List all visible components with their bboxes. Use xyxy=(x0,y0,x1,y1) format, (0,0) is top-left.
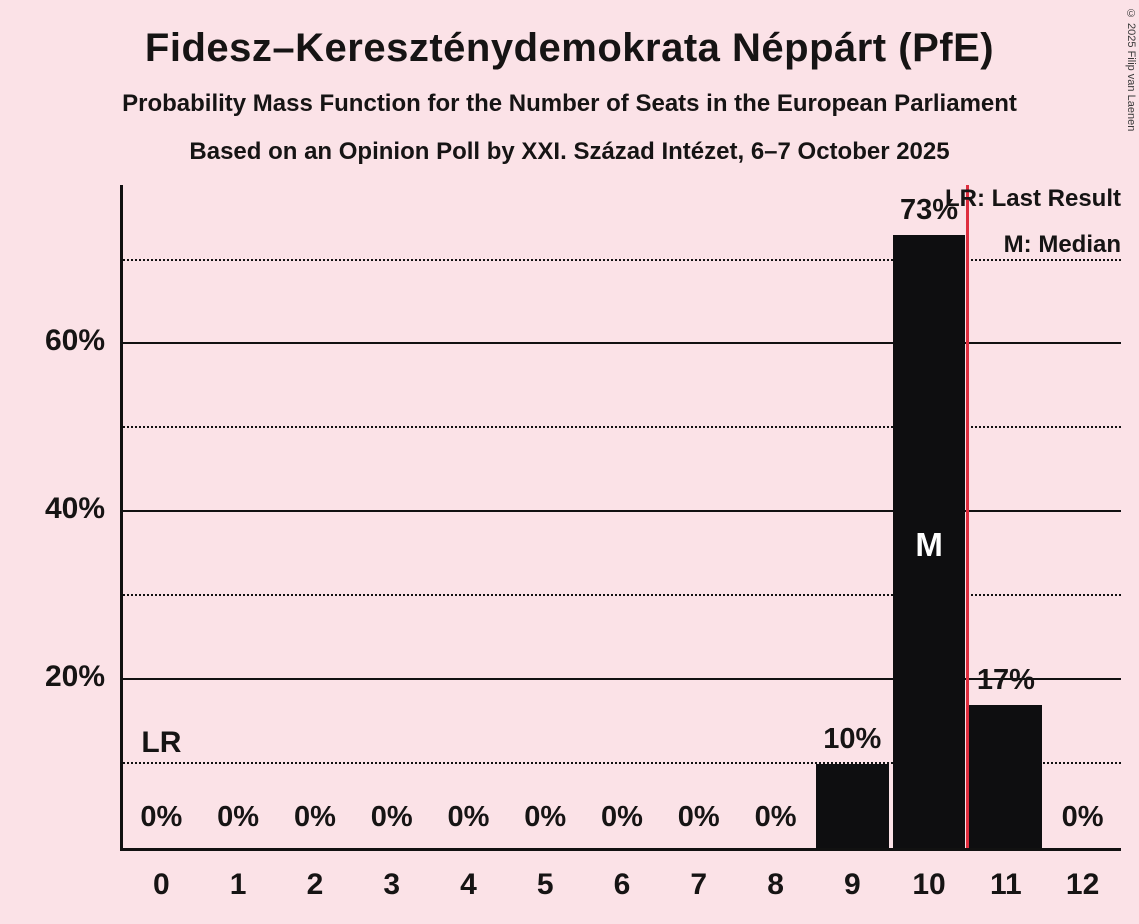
chart-subtitle: Probability Mass Function for the Number… xyxy=(122,90,1017,117)
bar-value-label-seat-7: 0% xyxy=(677,801,720,833)
bar-value-label-seat-6: 0% xyxy=(601,801,643,833)
x-axis-label-seat-9: 9 xyxy=(843,868,861,901)
x-axis-label-seat-7: 7 xyxy=(690,868,708,901)
bar-seat-11 xyxy=(969,705,1043,848)
x-axis-label-seat-5: 5 xyxy=(536,868,554,901)
last-result-label: LR xyxy=(141,726,182,760)
gridline-20pct xyxy=(123,678,1121,681)
x-axis-label-seat-11: 11 xyxy=(989,868,1022,901)
bar-value-label-seat-1: 0% xyxy=(217,801,260,833)
y-axis-label-60pct: 60% xyxy=(44,324,105,358)
gridline-dotted-10pct xyxy=(123,762,1121,765)
bar-value-label-seat-12: 0% xyxy=(1061,801,1104,833)
y-axis-label-20pct: 20% xyxy=(44,660,105,694)
gridline-dotted-30pct xyxy=(123,594,1121,597)
bar-value-label-seat-5: 0% xyxy=(524,801,567,833)
gridline-60pct xyxy=(123,342,1121,345)
bar-value-label-seat-4: 0% xyxy=(447,801,490,833)
bar-seat-9 xyxy=(815,764,889,848)
bar-value-label-seat-9: 10% xyxy=(823,723,882,756)
plot-area: LR: Last Result M: Median 20% 40% 60% 0% 0 0%… xyxy=(45,185,1121,901)
bar-value-label-seat-3: 0% xyxy=(370,801,413,833)
copyright-note: © 2025 Filip van Laenen xyxy=(1125,8,1137,132)
legend-median: M: Median xyxy=(1003,231,1121,258)
gridline-40pct xyxy=(123,510,1121,513)
x-axis-label-seat-12: 12 xyxy=(1065,868,1100,901)
x-axis-label-seat-4: 4 xyxy=(460,868,477,901)
x-axis-label-seat-8: 8 xyxy=(767,868,784,901)
chart-title: Fidesz–Kereszténydemokrata Néppárt (PfE) xyxy=(144,26,995,70)
bar-value-label-seat-11: 17% xyxy=(976,664,1035,697)
x-axis-label-seat-6: 6 xyxy=(613,868,631,901)
x-axis-label-seat-0: 0 xyxy=(153,868,170,901)
last-result-line xyxy=(966,185,969,848)
bar-value-label-seat-8: 0% xyxy=(754,801,797,833)
bar-value-label-seat-0: 0% xyxy=(140,801,183,833)
y-axis-label-40pct: 40% xyxy=(44,492,105,526)
chart-source-note: Based on an Opinion Poll by XXI. Század … xyxy=(189,138,950,165)
median-marker: M xyxy=(915,525,943,563)
bar-value-label-seat-10: 73% xyxy=(900,194,959,227)
x-axis-label-seat-10: 10 xyxy=(912,868,946,901)
x-axis-label-seat-2: 2 xyxy=(306,868,324,901)
gridline-dotted-50pct xyxy=(123,426,1121,429)
chart-legend: LR: Last Result M: Median xyxy=(945,185,1121,277)
gridline-dotted-70pct xyxy=(123,258,1121,261)
x-axis-label-seat-3: 3 xyxy=(383,868,401,901)
bar-seat-10 xyxy=(892,235,966,848)
bar-value-label-seat-2: 0% xyxy=(293,801,336,833)
legend-last-result: LR: Last Result xyxy=(944,185,1121,212)
x-axis-label-seat-1: 1 xyxy=(229,868,247,901)
